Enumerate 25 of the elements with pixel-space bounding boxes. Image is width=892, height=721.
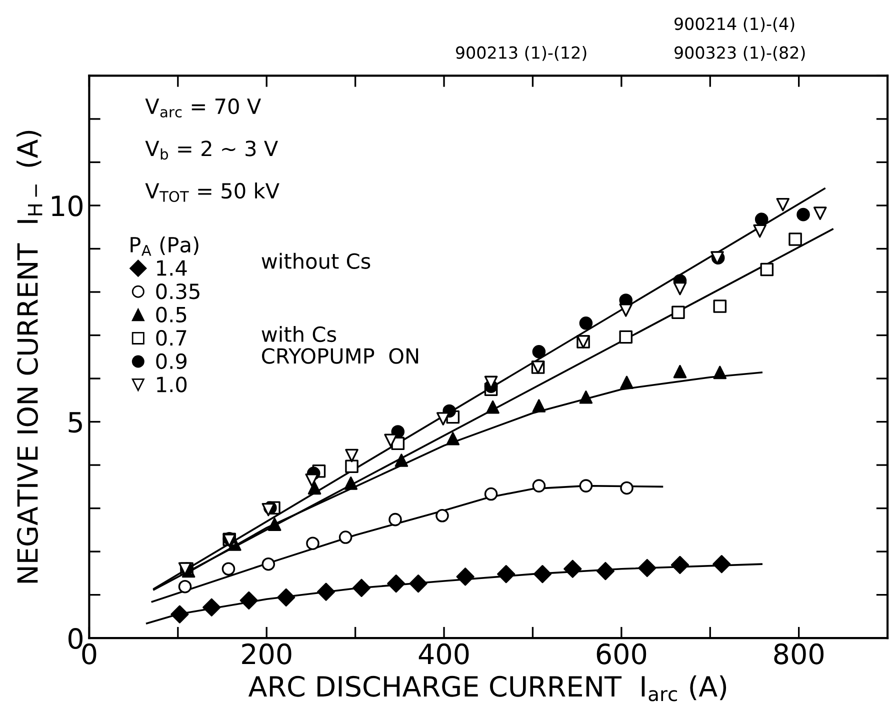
text: 900213 (1)-(12) bbox=[456, 46, 586, 61]
annotation: V$_{arc}$ = 70 V bbox=[145, 98, 261, 118]
annotation: V$_{TOT}$ = 50 kV bbox=[145, 182, 280, 202]
legend-label: 0.35 bbox=[156, 283, 200, 300]
x-tick-label: 600 bbox=[596, 643, 646, 664]
x-tick-label: 0 bbox=[82, 643, 96, 664]
legend-label: 0.5 bbox=[156, 306, 186, 322]
annotation: with Cs CRYOPUMP ON bbox=[262, 326, 418, 364]
legend-label: 1.0 bbox=[157, 376, 187, 392]
y-axis-title: NEGATIVE ION CURRENT I$_{H−}$ (A) bbox=[16, 130, 42, 583]
y-tick-label: 0 bbox=[68, 628, 82, 650]
x-tick-label: 400 bbox=[418, 643, 469, 664]
x-tick-label: 200 bbox=[242, 643, 292, 664]
x-axis-title: ARC DISCHARGE CURRENT I$_{arc}$ (A) bbox=[248, 675, 726, 702]
text: 900323 (1)-(82) bbox=[674, 46, 805, 61]
legend-label: 1.4 bbox=[157, 260, 187, 276]
y-tick-label: 10 bbox=[52, 195, 82, 216]
legend-label: 0.9 bbox=[156, 353, 186, 370]
y-tick-label: 5 bbox=[68, 412, 82, 433]
annotation: V$_{b}$ = 2 ~ 3 V bbox=[145, 140, 278, 160]
text: 900214 (1)-(4) bbox=[674, 17, 794, 32]
legend-label: 0.7 bbox=[156, 330, 186, 346]
legend-title: P$_{A}$ (Pa) bbox=[130, 236, 198, 256]
x-tick-label: 800 bbox=[774, 643, 824, 664]
annotation: without Cs bbox=[262, 252, 370, 269]
